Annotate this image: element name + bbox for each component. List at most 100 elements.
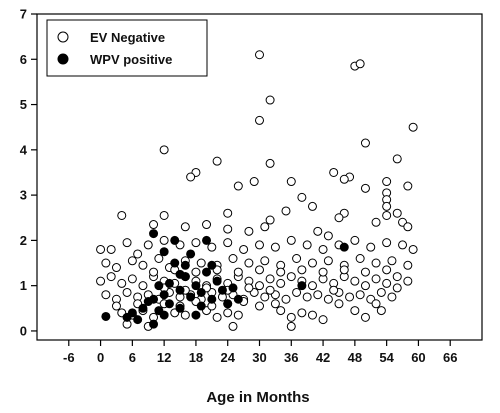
point-ev-negative	[127, 256, 137, 266]
point-ev-negative	[286, 177, 296, 187]
data-points	[96, 50, 418, 331]
point-wpv-positive	[175, 269, 185, 279]
point-wpv-positive	[339, 242, 349, 252]
point-ev-negative	[255, 115, 264, 125]
point-ev-negative	[318, 315, 328, 325]
point-ev-negative	[233, 310, 243, 320]
point-wpv-positive	[159, 310, 169, 320]
point-ev-negative	[376, 287, 386, 297]
point-ev-negative	[382, 210, 392, 220]
point-wpv-positive	[228, 283, 238, 293]
point-wpv-positive	[223, 299, 233, 309]
point-wpv-positive	[159, 290, 169, 300]
x-tick-label: 0	[97, 350, 104, 365]
point-wpv-positive	[196, 287, 206, 297]
x-tick-label: 42	[316, 350, 330, 365]
x-axis-title: Age in Months	[206, 389, 309, 406]
point-wpv-positive	[186, 249, 196, 259]
point-ev-negative	[318, 244, 328, 254]
point-ev-negative	[276, 278, 286, 288]
point-wpv-positive	[149, 229, 159, 239]
x-tick-label: 30	[252, 350, 266, 365]
point-wpv-positive	[180, 260, 190, 270]
point-ev-negative	[255, 240, 264, 250]
point-ev-negative	[180, 310, 190, 320]
point-wpv-positive	[159, 247, 169, 257]
x-tick-label: 36	[284, 350, 298, 365]
point-wpv-positive	[202, 235, 212, 245]
point-ev-negative	[159, 235, 169, 245]
point-wpv-positive	[127, 308, 137, 318]
point-ev-negative	[255, 301, 264, 311]
point-ev-negative	[360, 312, 370, 322]
point-ev-negative	[255, 281, 264, 291]
point-wpv-positive	[202, 267, 212, 277]
y-tick-label: 1	[20, 278, 27, 293]
x-tick-label: -6	[63, 350, 75, 365]
point-ev-negative	[392, 154, 402, 164]
point-ev-negative	[233, 267, 243, 277]
point-ev-negative	[307, 201, 317, 211]
point-ev-negative	[371, 258, 381, 268]
point-ev-negative	[371, 299, 381, 309]
legend: EV Negative WPV positive	[46, 19, 208, 77]
point-ev-negative	[111, 263, 121, 273]
point-ev-negative	[223, 238, 233, 248]
point-wpv-positive	[186, 292, 196, 302]
y-tick-label: 0	[20, 323, 27, 338]
point-ev-negative	[307, 310, 317, 320]
point-wpv-positive	[175, 303, 185, 313]
point-ev-negative	[260, 292, 270, 302]
x-tick-label: 54	[379, 350, 394, 365]
point-ev-negative	[159, 210, 169, 220]
point-wpv-positive	[170, 258, 180, 268]
point-ev-negative	[207, 242, 217, 252]
point-ev-negative	[101, 290, 111, 300]
point-ev-negative	[334, 213, 344, 223]
point-ev-negative	[302, 240, 312, 250]
point-wpv-positive	[138, 303, 148, 313]
point-ev-negative	[111, 301, 121, 311]
point-ev-negative	[149, 220, 159, 230]
point-ev-negative	[339, 174, 349, 184]
point-ev-negative	[212, 156, 222, 166]
legend-label-wpv-positive: WPV positive	[90, 52, 172, 67]
point-ev-negative	[122, 238, 132, 248]
point-ev-negative	[382, 177, 392, 187]
point-ev-negative	[149, 267, 159, 277]
point-ev-negative	[307, 281, 317, 291]
point-wpv-positive	[297, 281, 307, 291]
point-ev-negative	[106, 244, 116, 254]
point-ev-negative	[323, 294, 333, 304]
point-ev-negative	[339, 265, 349, 275]
point-ev-negative	[265, 274, 275, 284]
point-ev-negative	[270, 299, 280, 309]
point-ev-negative	[360, 183, 370, 193]
point-ev-negative	[255, 50, 264, 60]
point-ev-negative	[329, 167, 339, 177]
point-ev-negative	[265, 158, 275, 168]
point-ev-negative	[101, 258, 111, 268]
point-wpv-positive	[191, 310, 201, 320]
x-tick-label: 60	[411, 350, 425, 365]
point-ev-negative	[228, 254, 238, 263]
point-wpv-positive	[164, 278, 174, 288]
y-tick-label: 3	[20, 188, 27, 203]
point-ev-negative	[392, 272, 402, 282]
point-ev-negative	[154, 254, 164, 263]
point-ev-negative	[350, 276, 360, 286]
point-ev-negative	[281, 206, 291, 216]
point-wpv-positive	[217, 285, 227, 295]
point-ev-negative	[387, 292, 397, 302]
point-ev-negative	[260, 222, 270, 232]
point-ev-negative	[276, 267, 286, 277]
y-tick-label: 7	[20, 7, 27, 22]
point-ev-negative	[249, 177, 259, 187]
point-ev-negative	[117, 278, 127, 288]
x-axis: -6 0 6 12 18 24 30 36 42 48 54 60 66	[63, 340, 457, 365]
point-ev-negative	[398, 240, 408, 250]
point-ev-negative	[366, 242, 376, 252]
point-ev-negative	[255, 265, 264, 275]
point-ev-negative	[403, 260, 413, 270]
x-tick-label: 12	[157, 350, 171, 365]
